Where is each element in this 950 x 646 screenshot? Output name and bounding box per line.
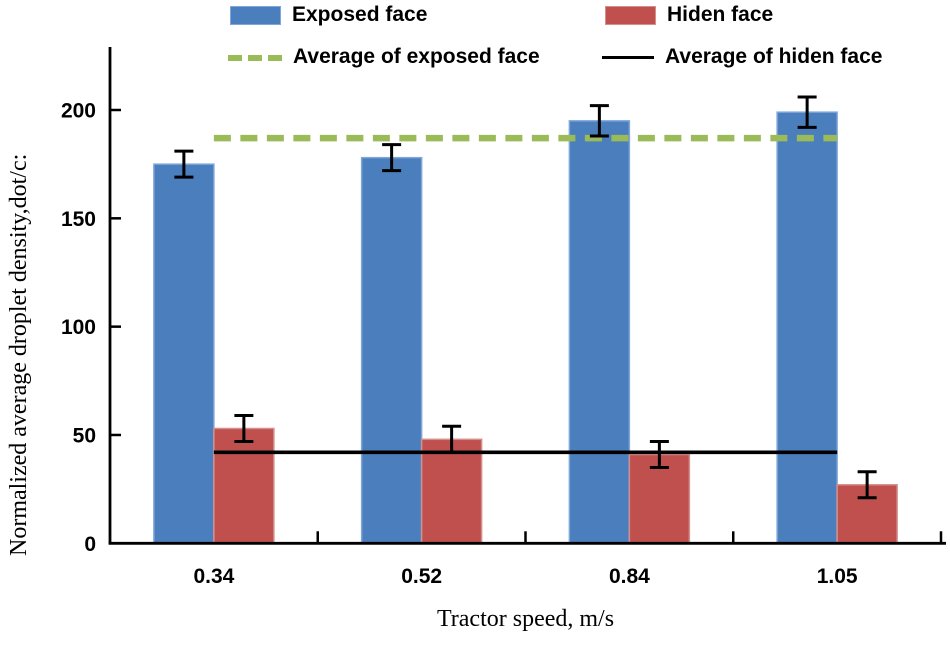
- y-tick-label-200: 200: [61, 100, 96, 123]
- bar-hidden-2: [628, 453, 691, 545]
- x-tick-label-0.84: 0.84: [609, 565, 650, 588]
- x-tick-label-1.05: 1.05: [817, 565, 858, 588]
- error-bar-hidden-2: [649, 439, 669, 469]
- bar-hidden-1: [420, 438, 483, 545]
- bar-exposed-2: [568, 120, 631, 545]
- error-bar-exposed-3: [797, 95, 817, 129]
- error-bar-hidden-1: [442, 424, 462, 454]
- bar-hidden-0: [213, 427, 275, 545]
- y-tick-label-100: 100: [61, 316, 96, 339]
- x-tick-label-0.34: 0.34: [193, 565, 234, 588]
- y-tick-label-50: 50: [73, 424, 96, 447]
- x-tick-label-0.52: 0.52: [401, 565, 442, 588]
- error-bar-exposed-2: [589, 104, 609, 138]
- error-bar-hidden-3: [857, 470, 877, 500]
- y-tick-label-0: 0: [84, 533, 96, 556]
- error-bar-exposed-1: [382, 143, 402, 173]
- bar-exposed-0: [153, 163, 215, 545]
- error-bar-exposed-0: [174, 149, 194, 179]
- y-tick-label-150: 150: [61, 208, 96, 231]
- y-axis-title: Normalized average droplet density,dot/c…: [6, 153, 32, 556]
- x-axis-title: Tractor speed, m/s: [436, 606, 615, 632]
- bar-exposed-1: [360, 156, 423, 545]
- error-bar-hidden-0: [234, 413, 254, 443]
- bar-exposed-3: [776, 111, 838, 545]
